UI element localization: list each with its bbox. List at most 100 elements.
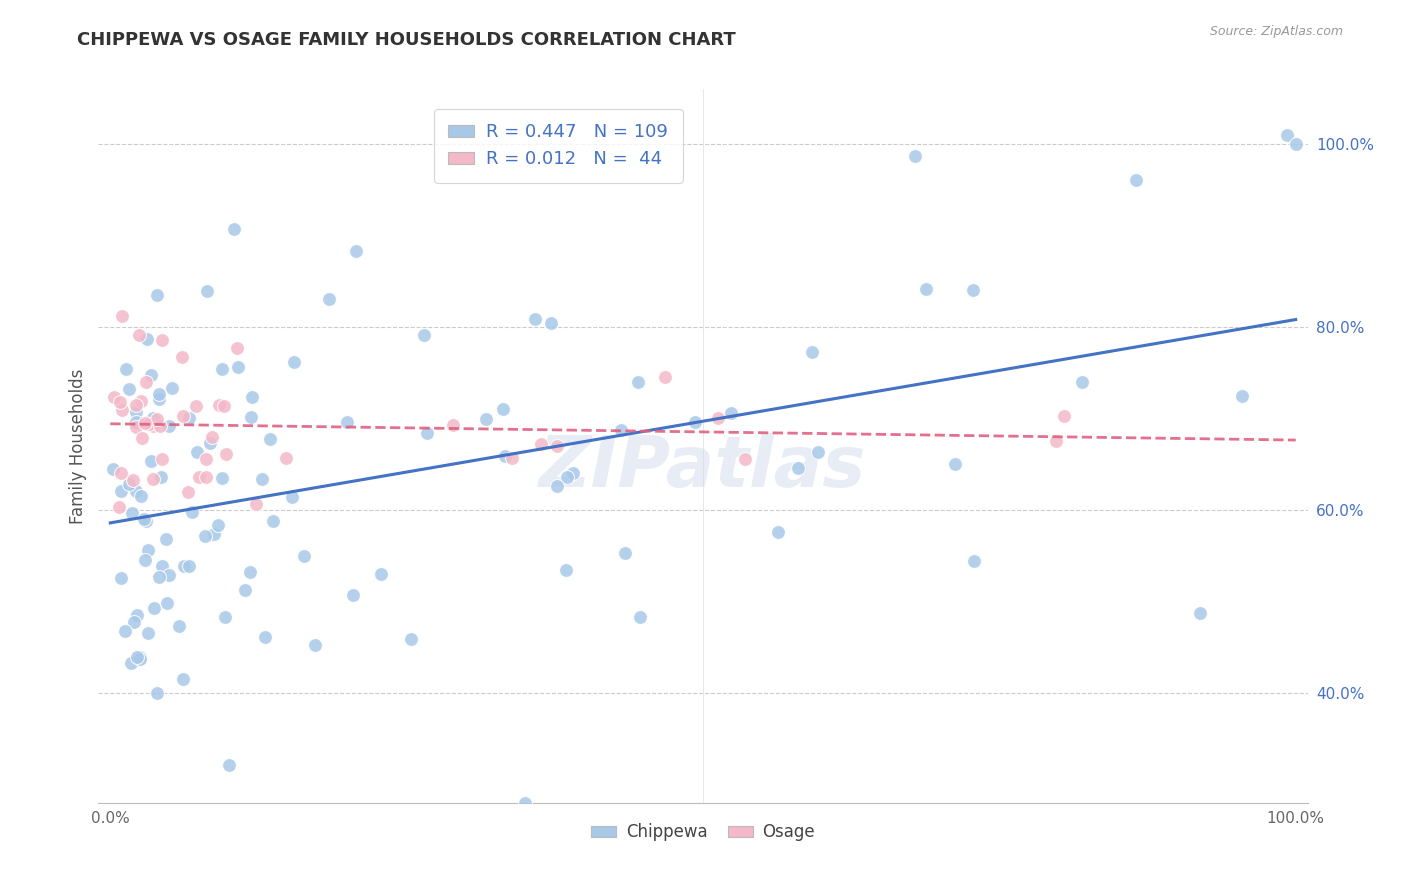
Point [173,558,195,573]
Point [204,527,226,541]
Point [195,452,218,467]
Point [121,506,143,520]
Point [200,435,222,450]
Point [135,514,157,528]
Point [141,368,163,383]
Point [142,472,165,486]
Point [148,569,170,583]
Point [118,477,141,491]
Point [274,450,297,465]
Point [136,626,159,640]
Point [250,472,273,486]
Point [706,411,728,425]
Text: CHIPPEWA VS OSAGE FAMILY HOUSEHOLDS CORRELATION CHART: CHIPPEWA VS OSAGE FAMILY HOUSEHOLDS CORR… [77,31,737,49]
Point [138,417,160,432]
Point [610,423,633,437]
Point [184,399,207,413]
Point [180,505,202,519]
Point [233,582,256,597]
Point [807,445,830,459]
Point [904,149,927,163]
Point [214,609,236,624]
Point [546,439,568,453]
Point [226,359,249,374]
Point [262,514,284,528]
Point [177,484,200,499]
Point [1285,137,1308,152]
Point [103,390,125,404]
Point [195,284,218,298]
Point [195,470,218,484]
Point [555,470,578,484]
Point [150,559,173,574]
Point [172,409,194,423]
Point [110,483,132,498]
Point [683,415,706,429]
Point [292,549,315,563]
Point [128,327,150,342]
Point [1053,409,1076,424]
Point [222,221,245,235]
Point [443,417,465,432]
Point [172,673,194,687]
Point [1071,375,1094,389]
Point [787,460,810,475]
Point [124,484,146,499]
Point [177,410,200,425]
Point [179,559,201,574]
Point [495,449,517,463]
Point [259,432,281,446]
Point [720,406,742,420]
Point [129,393,152,408]
Point [515,796,537,810]
Point [114,361,136,376]
Point [129,489,152,503]
Point [914,282,936,296]
Point [766,524,789,539]
Point [318,292,340,306]
Point [1277,128,1299,142]
Point [226,341,249,355]
Point [129,652,152,666]
Point [108,395,131,409]
Point [136,542,159,557]
Point [145,686,167,700]
Point [627,375,650,389]
Text: Source: ZipAtlas.com: Source: ZipAtlas.com [1209,25,1343,38]
Point [546,479,568,493]
Point [136,332,159,346]
Point [962,284,984,298]
Point [146,412,169,426]
Point [370,567,392,582]
Point [134,416,156,430]
Point [1125,173,1147,187]
Point [943,457,966,471]
Point [628,610,651,624]
Point [125,415,148,429]
Point [530,437,553,451]
Point [146,288,169,302]
Point [125,398,148,412]
Point [801,345,824,359]
Point [132,512,155,526]
Point [240,391,263,405]
Point [212,400,235,414]
Point [110,571,132,585]
Point [157,418,180,433]
Point [139,453,162,467]
Point [281,490,304,504]
Point [501,450,523,465]
Point [120,656,142,670]
Point [1045,434,1067,448]
Point [131,431,153,445]
Point [148,387,170,401]
Point [149,418,172,433]
Point [108,500,131,515]
Text: ZIPatlas: ZIPatlas [540,433,866,502]
Point [122,473,145,487]
Point [336,415,359,429]
Point [963,554,986,568]
Point [150,470,173,484]
Point [555,563,578,577]
Y-axis label: Family Households: Family Households [69,368,87,524]
